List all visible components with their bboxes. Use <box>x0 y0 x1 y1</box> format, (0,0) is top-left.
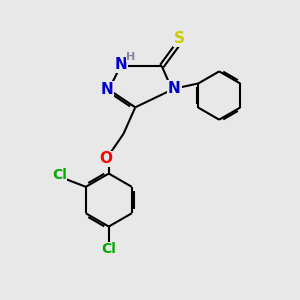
Text: O: O <box>99 151 112 166</box>
Text: Cl: Cl <box>101 242 116 256</box>
Text: H: H <box>126 52 136 62</box>
Text: Cl: Cl <box>52 168 67 182</box>
Text: S: S <box>174 31 185 46</box>
Text: N: N <box>168 81 181 96</box>
Text: N: N <box>101 82 114 97</box>
Text: N: N <box>114 57 127 72</box>
